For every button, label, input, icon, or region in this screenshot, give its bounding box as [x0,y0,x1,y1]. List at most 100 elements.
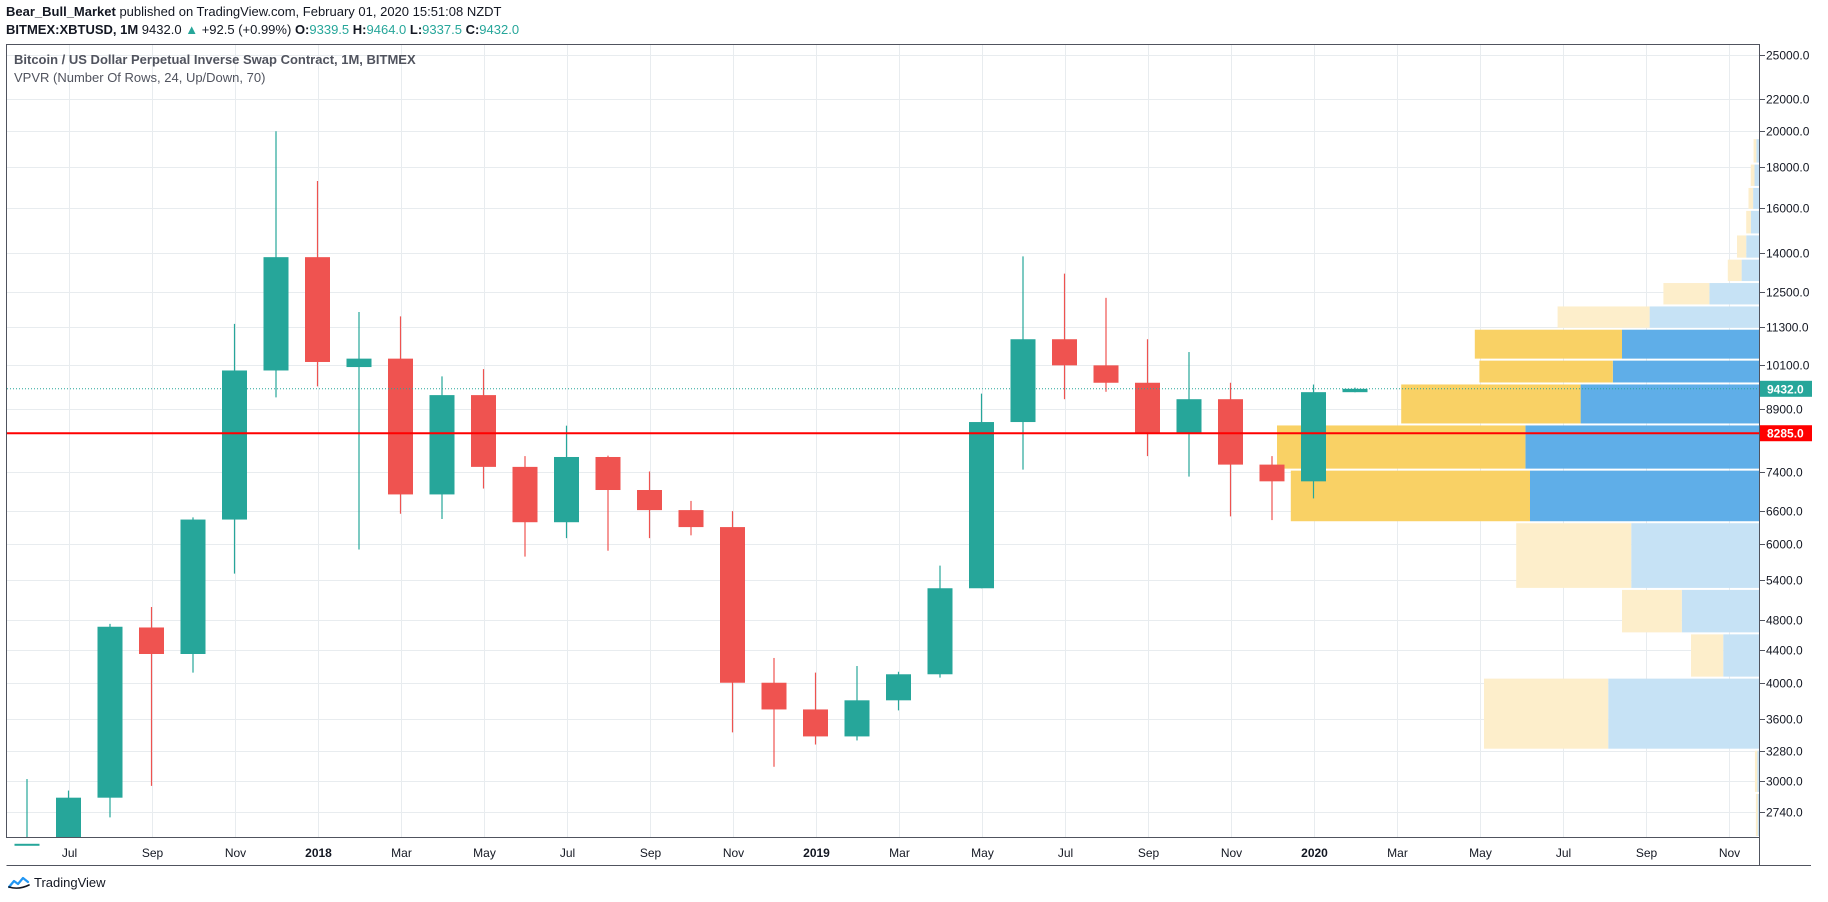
poc-price-tag-label: 8285.0 [1767,427,1804,441]
price-tick-label: 20000.0 [1766,125,1810,139]
price-tick-label: 6000.0 [1766,538,1803,552]
price-tick-label: 4400.0 [1766,644,1803,658]
last-price-value: 9432.0 [141,22,182,37]
candlestick-series [14,131,1368,846]
author-name[interactable]: Bear_Bull_Market [6,4,116,19]
candle [1135,339,1160,457]
volume-profile-up-bar [1649,306,1760,328]
price-change: +92.5 (+0.99%) [201,22,292,37]
volume-profile-up-bar [1530,470,1760,522]
candle-body [512,466,538,523]
footer: TradingView [8,875,106,890]
price-tick-label: 4000.0 [1766,677,1803,691]
candle-body [969,422,994,589]
indicator-label: VPVR (Number Of Rows, 24, Up/Down, 70) [14,70,265,85]
candle [1301,384,1326,499]
time-axis[interactable]: Jul Sep Nov 2018 Mar May Jul Sep Nov 2019 Mar May Ju… [62,846,1740,860]
candle-body [844,700,870,737]
volume-profile-up-bar [1757,793,1760,836]
candle-body [14,843,40,846]
price-tick-label: 4800.0 [1766,614,1803,628]
close-value: 9432.0 [479,22,520,37]
candle [263,131,289,398]
volume-profile-down-bar [1746,210,1751,234]
time-tick-label: Nov [1221,846,1242,860]
volume-profile-down-bar [1290,470,1530,522]
price-tick-label: 14000.0 [1766,247,1810,261]
volume-profile-down-bar [1484,678,1609,749]
candle-body [1010,339,1036,423]
volume-profile-up-bar [1608,678,1760,749]
poc-price-tag [1760,425,1812,442]
candle-body [637,490,662,511]
candle-body [720,527,745,683]
candle [429,376,455,520]
candle-body [180,519,206,654]
price-tick-label: 16000.0 [1766,202,1810,216]
time-tick-label: Mar [1387,846,1408,860]
candle-body [678,510,704,528]
volume-profile-up-bar [1756,139,1760,163]
time-tick-label: May [971,846,994,860]
time-tick-label: Jul [62,846,77,860]
time-tick-label: May [1469,846,1492,860]
volume-profile-down-bar [1401,384,1581,424]
candle [305,180,330,387]
tradingview-logo-icon[interactable] [8,876,30,890]
candle [1093,297,1119,392]
up-arrow-icon: ▲ [185,22,199,37]
volume-profile-up-bar [1753,187,1760,209]
volume-profile-down-bar [1755,793,1758,836]
candle-body [471,395,496,467]
price-tick-label: 18000.0 [1766,161,1810,175]
candle-body [305,257,330,362]
candle [720,511,745,733]
candle-body [554,456,579,523]
price-tick-label: 10100.0 [1766,359,1810,373]
volume-profile-down-bar [1663,283,1710,305]
high-label: H: [352,22,367,37]
volume-profile-up-bar [1757,750,1760,792]
price-tick-label: 3280.0 [1766,745,1803,759]
candle-body [97,626,123,798]
candle [512,456,538,557]
volume-profile-up-bar [1631,523,1760,588]
candle [180,517,206,673]
price-tick-label: 6600.0 [1766,505,1803,519]
price-axis[interactable]: 25000.0 22000.0 20000.0 18000.0 16000.0 14000… [1760,49,1812,820]
candle [1052,273,1077,400]
time-tick-label: Sep [1636,846,1658,860]
time-tick-label: 2018 [305,846,332,860]
candle [554,425,579,539]
time-tick-label: Nov [723,846,744,860]
volume-profile-up-bar [1754,164,1760,186]
publish-info: published on TradingView.com, February 0… [119,4,502,19]
brand-name[interactable]: TradingView [34,875,106,890]
candle-body [1176,399,1202,433]
volume-profile-down-bar [1516,523,1632,588]
volume-profile-down-bar [1727,259,1742,282]
candle-body [388,358,413,495]
candle-body [803,709,828,737]
publish-line: Bear_Bull_Market published on TradingVie… [6,3,519,21]
volume-profile-up-bar [1709,283,1760,305]
price-tick-label: 25000.0 [1766,49,1810,63]
volume-profile-up-bar [1622,329,1760,359]
time-tick-label: 2020 [1301,846,1328,860]
price-tick-label: 2740.0 [1766,806,1803,820]
candle [595,455,621,551]
volume-profile-up-bar [1723,634,1760,677]
volume-profile-up-bar [1525,425,1760,469]
price-tick-label: 11300.0 [1766,321,1809,335]
last-price-tag [1760,380,1812,397]
time-tick-label: Nov [225,846,246,860]
volume-profile-down-bar [1622,589,1682,633]
candle [346,312,372,550]
chart-title: Bitcoin / US Dollar Perpetual Inverse Sw… [14,52,416,67]
time-tick-label: Mar [391,846,412,860]
candle [803,672,828,745]
candle [97,623,123,818]
volume-profile-down-bar [1737,235,1747,258]
time-tick-label: 2019 [803,846,830,860]
